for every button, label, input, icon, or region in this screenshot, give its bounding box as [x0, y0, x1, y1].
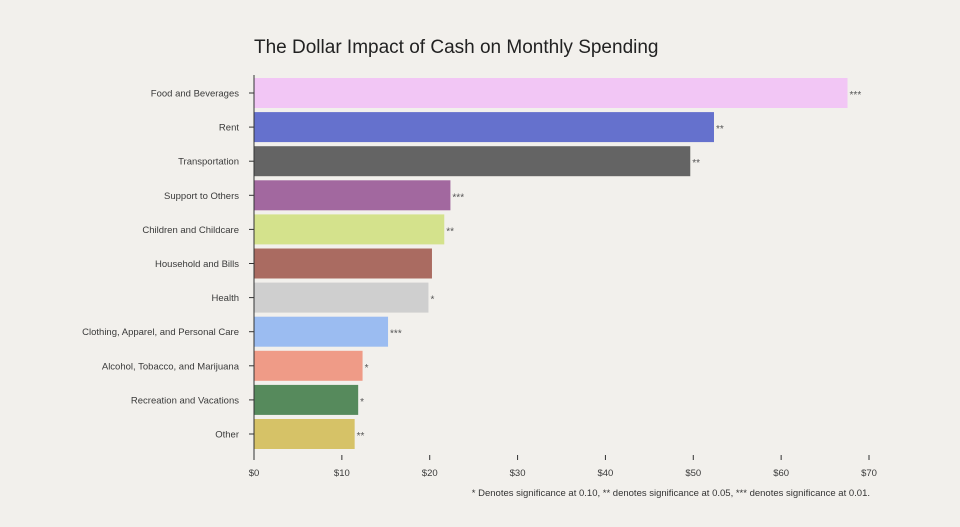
- significance-marker-children-and-childcare: **: [446, 226, 454, 237]
- significance-footnote: * Denotes significance at 0.10, ** denot…: [471, 488, 870, 499]
- x-tick-label-30: $30: [510, 468, 526, 479]
- bar-health: [254, 282, 429, 313]
- category-label-support-to-others: Support to Others: [164, 191, 239, 202]
- bar-clothing-apparel-and-personal-care: [254, 316, 389, 347]
- significance-marker-other: **: [357, 431, 365, 442]
- x-tick-label-0: $0: [249, 468, 260, 479]
- significance-marker-food-and-beverages: ***: [850, 90, 862, 101]
- chart-title: The Dollar Impact of Cash on Monthly Spe…: [254, 37, 659, 58]
- significance-marker-clothing-apparel-and-personal-care: ***: [390, 329, 402, 340]
- bar-other: [254, 419, 355, 449]
- bar-transportation: [254, 146, 691, 177]
- x-tick-label-20: $20: [422, 468, 438, 479]
- significance-marker-recreation-and-vacations: *: [360, 397, 364, 408]
- category-label-other: Other: [215, 430, 239, 441]
- category-label-alcohol-tobacco-and-marijuana: Alcohol, Tobacco, and Marijuana: [102, 361, 240, 372]
- bar-recreation-and-vacations: [254, 384, 359, 415]
- bar-rent: [254, 112, 714, 143]
- category-label-household-and-bills: Household and Bills: [155, 259, 239, 270]
- x-tick-label-10: $10: [334, 468, 350, 479]
- significance-marker-rent: **: [716, 124, 724, 135]
- x-tick-label-70: $70: [861, 468, 877, 479]
- category-label-clothing-apparel-and-personal-care: Clothing, Apparel, and Personal Care: [82, 327, 239, 338]
- bar-alcohol-tobacco-and-marijuana: [254, 350, 363, 381]
- category-label-health: Health: [212, 293, 239, 304]
- significance-marker-transportation: **: [692, 158, 700, 169]
- category-label-children-and-childcare: Children and Childcare: [142, 225, 239, 236]
- x-tick-label-60: $60: [773, 468, 789, 479]
- x-axis: $0 $10 $20 $30 $40 $50 $60 $70: [249, 455, 877, 479]
- significance-marker-health: *: [430, 295, 434, 306]
- category-label-recreation-and-vacations: Recreation and Vacations: [131, 395, 239, 406]
- category-label-food-and-beverages: Food and Beverages: [151, 89, 239, 100]
- bars-layer: Food and Beverages ***Rent **Transportatio…: [82, 78, 861, 449]
- significance-marker-support-to-others: ***: [452, 192, 464, 203]
- bar-children-and-childcare: [254, 214, 445, 245]
- x-tick-label-50: $50: [685, 468, 701, 479]
- bar-food-and-beverages: [254, 78, 848, 108]
- category-label-transportation: Transportation: [178, 157, 239, 168]
- bar-support-to-others: [254, 180, 451, 211]
- x-tick-label-40: $40: [597, 468, 613, 479]
- category-label-rent: Rent: [219, 123, 239, 134]
- significance-marker-alcohol-tobacco-and-marijuana: *: [365, 363, 369, 374]
- bar-household-and-bills: [254, 248, 432, 279]
